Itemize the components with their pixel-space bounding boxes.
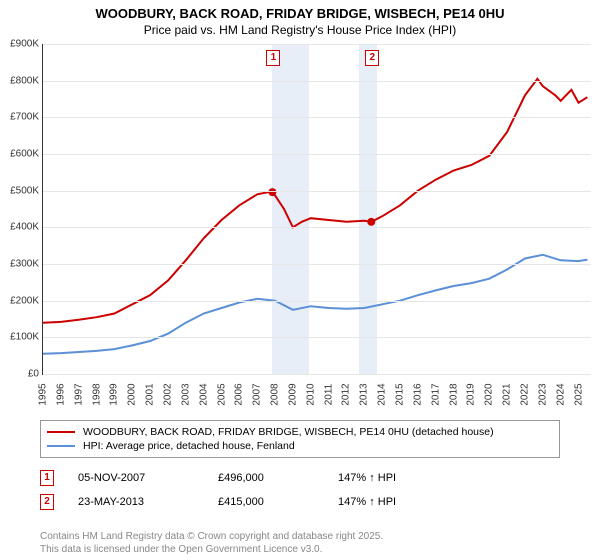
- x-tick-label: 2013: [359, 380, 370, 410]
- plot-svg: [43, 44, 591, 374]
- x-tick-label: 2006: [234, 380, 245, 410]
- x-tick-label: 1998: [91, 380, 102, 410]
- series-line: [43, 79, 587, 323]
- y-gridline: [43, 374, 591, 375]
- plot-area: £0£100K£200K£300K£400K£500K£600K£700K£80…: [42, 44, 591, 375]
- legend-row: WOODBURY, BACK ROAD, FRIDAY BRIDGE, WISB…: [47, 425, 553, 439]
- legend-row: HPI: Average price, detached house, Fenl…: [47, 439, 553, 453]
- sales-table: 1 05-NOV-2007£496,000147% ↑ HPI 2 23-MAY-20…: [40, 466, 560, 514]
- y-tick-label: £500K: [5, 185, 39, 196]
- x-tick-label: 2021: [502, 380, 513, 410]
- x-tick-label: 2024: [555, 380, 566, 410]
- x-tick-label: 2009: [287, 380, 298, 410]
- series-line: [43, 255, 587, 354]
- y-tick-label: £200K: [5, 295, 39, 306]
- chart-subtitle: Price paid vs. HM Land Registry's House …: [0, 23, 600, 41]
- x-tick-label: 2020: [484, 380, 495, 410]
- x-tick-label: 2011: [323, 380, 334, 410]
- y-gridline: [43, 264, 591, 265]
- x-tick-label: 2008: [270, 380, 281, 410]
- sale-row: 2 23-MAY-2013£415,000147% ↑ HPI: [40, 490, 560, 514]
- sale-price: £415,000: [218, 496, 338, 508]
- footer-line-1: Contains HM Land Registry data © Crown c…: [40, 531, 383, 544]
- y-tick-label: £400K: [5, 222, 39, 233]
- legend-box: WOODBURY, BACK ROAD, FRIDAY BRIDGE, WISB…: [40, 420, 560, 458]
- sale-date: 05-NOV-2007: [78, 472, 218, 484]
- x-tick-label: 2005: [216, 380, 227, 410]
- sale-marker-label: 1: [266, 50, 280, 66]
- y-tick-label: £800K: [5, 75, 39, 86]
- x-tick-label: 2017: [430, 380, 441, 410]
- y-tick-label: £300K: [5, 259, 39, 270]
- x-tick-label: 2001: [145, 380, 156, 410]
- x-tick-label: 2012: [341, 380, 352, 410]
- chart-area: £0 £100K £200K £300K £400K £500K £600K £700K £80…: [4, 44, 594, 404]
- y-gridline: [43, 44, 591, 45]
- y-gridline: [43, 154, 591, 155]
- x-tick-label: 2016: [412, 380, 423, 410]
- x-tick-label: 1997: [73, 380, 84, 410]
- sale-row: 1 05-NOV-2007£496,000147% ↑ HPI: [40, 466, 560, 490]
- sale-point-dot: [268, 188, 276, 196]
- x-tick-label: 2025: [573, 380, 584, 410]
- legend-label: HPI: Average price, detached house, Fenl…: [83, 440, 295, 452]
- y-tick-label: £700K: [5, 112, 39, 123]
- x-tick-label: 2002: [162, 380, 173, 410]
- x-tick-label: 2000: [127, 380, 138, 410]
- x-tick-label: 1996: [55, 380, 66, 410]
- x-tick-label: 2010: [305, 380, 316, 410]
- legend-label: WOODBURY, BACK ROAD, FRIDAY BRIDGE, WISB…: [83, 426, 494, 438]
- sale-hpi: 147% ↑ HPI: [338, 496, 560, 508]
- x-tick-label: 2023: [537, 380, 548, 410]
- y-tick-label: £900K: [5, 39, 39, 50]
- x-tick-label: 2019: [466, 380, 477, 410]
- x-tick-label: 2003: [180, 380, 191, 410]
- y-gridline: [43, 81, 591, 82]
- sale-row-marker: 1: [40, 470, 54, 486]
- chart-title: WOODBURY, BACK ROAD, FRIDAY BRIDGE, WISB…: [0, 0, 600, 23]
- legend-swatch: [47, 445, 75, 447]
- y-gridline: [43, 117, 591, 118]
- sale-hpi: 147% ↑ HPI: [338, 472, 560, 484]
- y-tick-label: £600K: [5, 149, 39, 160]
- sale-row-marker: 2: [40, 494, 54, 510]
- x-tick-label: 2014: [377, 380, 388, 410]
- sale-point-dot: [367, 218, 375, 226]
- y-tick-label: £100K: [5, 332, 39, 343]
- x-tick-label: 2018: [448, 380, 459, 410]
- y-gridline: [43, 337, 591, 338]
- footer-line-2: This data is licensed under the Open Gov…: [40, 544, 383, 557]
- y-gridline: [43, 227, 591, 228]
- x-tick-label: 2015: [395, 380, 406, 410]
- y-tick-label: £0: [5, 369, 39, 380]
- y-gridline: [43, 191, 591, 192]
- footer-attribution: Contains HM Land Registry data © Crown c…: [40, 531, 383, 556]
- x-tick-label: 2004: [198, 380, 209, 410]
- sale-date: 23-MAY-2013: [78, 496, 218, 508]
- x-tick-label: 1999: [109, 380, 120, 410]
- y-gridline: [43, 301, 591, 302]
- x-tick-label: 2007: [252, 380, 263, 410]
- sale-marker-label: 2: [365, 50, 379, 66]
- x-tick-label: 1995: [38, 380, 49, 410]
- x-tick-label: 2022: [519, 380, 530, 410]
- chart-container: WOODBURY, BACK ROAD, FRIDAY BRIDGE, WISB…: [0, 0, 600, 560]
- legend-swatch: [47, 431, 75, 433]
- sale-price: £496,000: [218, 472, 338, 484]
